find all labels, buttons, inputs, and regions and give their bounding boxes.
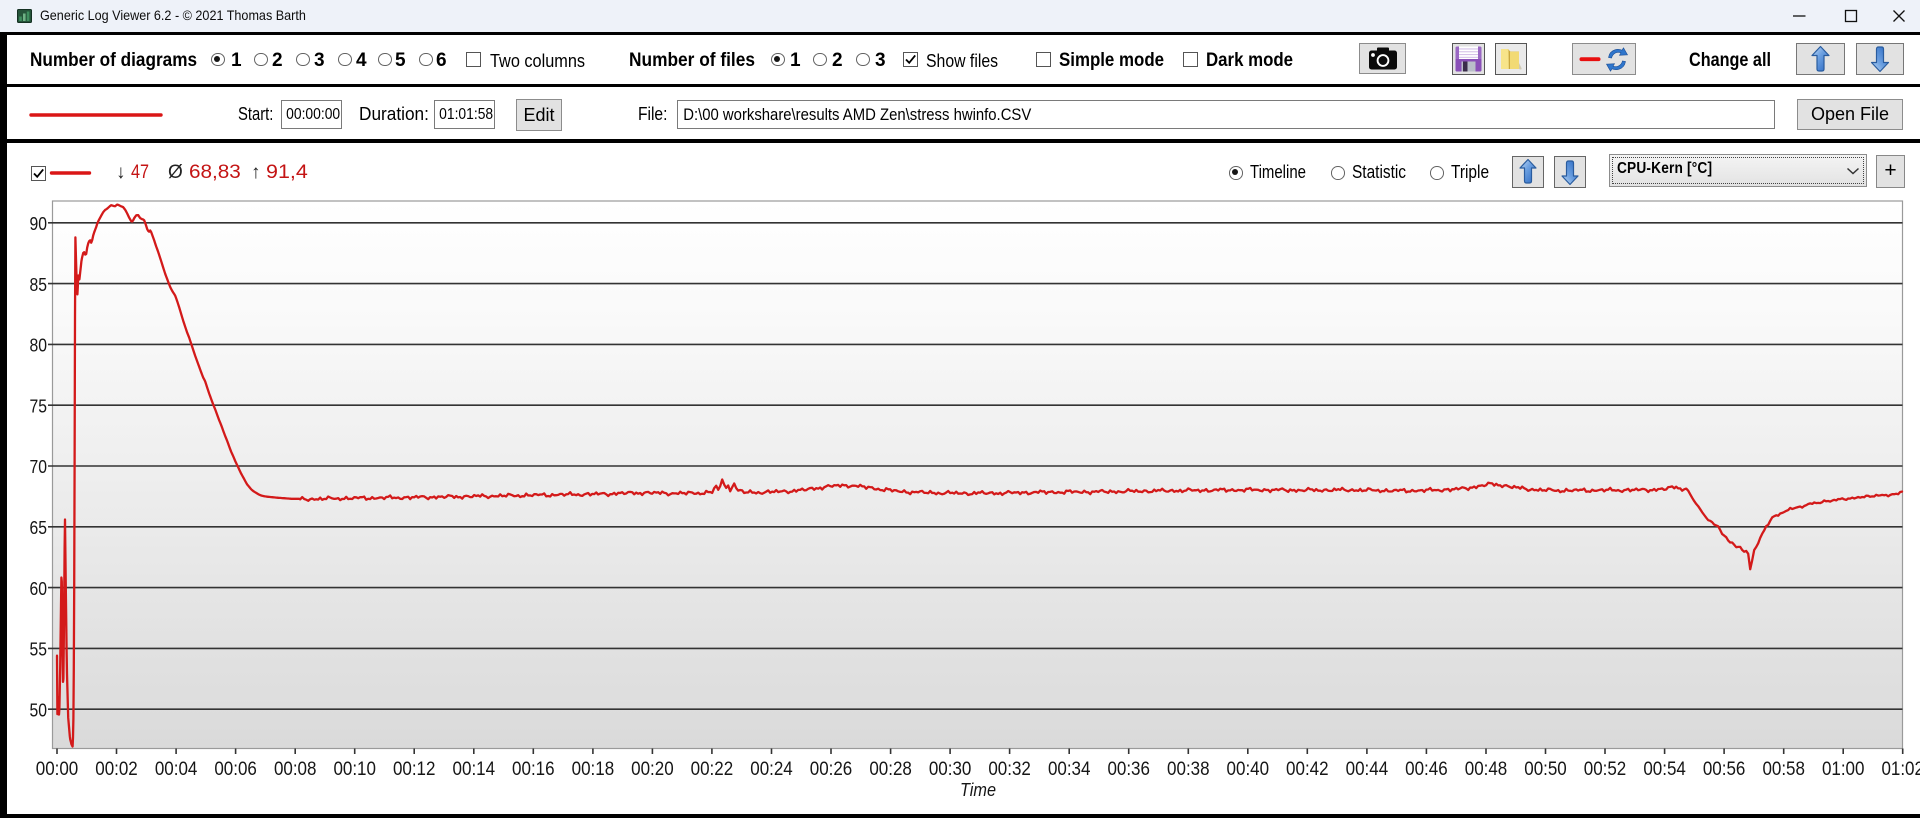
svg-text:00:16: 00:16 bbox=[512, 759, 555, 780]
svg-text:00:04: 00:04 bbox=[155, 759, 198, 780]
svg-text:70: 70 bbox=[30, 457, 48, 477]
svg-text:00:18: 00:18 bbox=[572, 759, 615, 780]
svg-text:00:52: 00:52 bbox=[1584, 759, 1627, 780]
svg-text:00:26: 00:26 bbox=[810, 759, 853, 780]
svg-text:60: 60 bbox=[30, 579, 48, 599]
svg-text:00:10: 00:10 bbox=[333, 759, 376, 780]
svg-text:65: 65 bbox=[30, 518, 48, 538]
svg-text:00:06: 00:06 bbox=[214, 759, 257, 780]
svg-text:00:34: 00:34 bbox=[1048, 759, 1091, 780]
svg-text:00:08: 00:08 bbox=[274, 759, 317, 780]
svg-text:80: 80 bbox=[30, 336, 48, 356]
svg-text:01:02: 01:02 bbox=[1881, 759, 1920, 780]
svg-text:50: 50 bbox=[30, 700, 48, 720]
svg-text:01:00: 01:00 bbox=[1822, 759, 1865, 780]
svg-text:00:30: 00:30 bbox=[929, 759, 972, 780]
svg-text:00:42: 00:42 bbox=[1286, 759, 1329, 780]
svg-text:90: 90 bbox=[30, 214, 48, 234]
svg-text:00:12: 00:12 bbox=[393, 759, 436, 780]
svg-text:00:24: 00:24 bbox=[750, 759, 793, 780]
svg-text:00:50: 00:50 bbox=[1524, 759, 1567, 780]
svg-text:00:48: 00:48 bbox=[1465, 759, 1508, 780]
svg-text:00:00: 00:00 bbox=[36, 759, 79, 780]
svg-text:00:40: 00:40 bbox=[1227, 759, 1270, 780]
svg-text:55: 55 bbox=[30, 640, 48, 660]
svg-text:00:28: 00:28 bbox=[869, 759, 912, 780]
svg-text:00:58: 00:58 bbox=[1762, 759, 1805, 780]
svg-text:00:38: 00:38 bbox=[1167, 759, 1210, 780]
svg-text:00:20: 00:20 bbox=[631, 759, 674, 780]
svg-text:00:14: 00:14 bbox=[453, 759, 496, 780]
svg-text:00:22: 00:22 bbox=[691, 759, 734, 780]
svg-text:00:54: 00:54 bbox=[1643, 759, 1686, 780]
svg-text:Time: Time bbox=[960, 780, 996, 800]
svg-text:00:44: 00:44 bbox=[1346, 759, 1389, 780]
svg-text:85: 85 bbox=[30, 275, 48, 295]
svg-text:00:36: 00:36 bbox=[1107, 759, 1150, 780]
svg-text:00:32: 00:32 bbox=[988, 759, 1031, 780]
svg-text:75: 75 bbox=[30, 396, 48, 416]
svg-text:00:46: 00:46 bbox=[1405, 759, 1448, 780]
svg-text:00:02: 00:02 bbox=[95, 759, 138, 780]
svg-text:00:56: 00:56 bbox=[1703, 759, 1746, 780]
